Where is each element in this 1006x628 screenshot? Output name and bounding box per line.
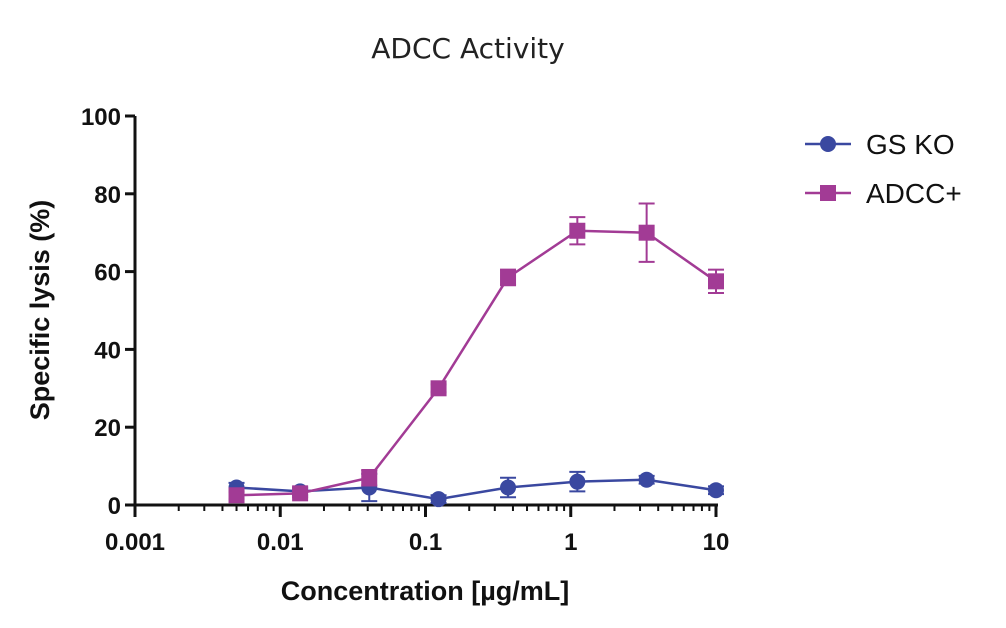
data-point	[638, 471, 655, 488]
legend-marker	[820, 185, 836, 201]
series-adcc-	[228, 202, 724, 504]
data-point	[569, 473, 586, 490]
y-tick-label: 40	[94, 337, 121, 364]
y-tick-label: 80	[94, 182, 121, 209]
data-point	[569, 222, 586, 239]
data-point	[500, 479, 517, 496]
x-tick-label: 10	[703, 529, 730, 556]
x-axis-label: Concentration [µg/mL]	[281, 576, 570, 606]
data-point	[361, 469, 378, 486]
legend-item: ADCC+	[805, 178, 962, 209]
data-point	[430, 380, 447, 397]
legend: GS KO ADCC+	[805, 129, 962, 209]
y-axis-label: Specific lysis (%)	[25, 200, 55, 421]
data-point	[638, 224, 655, 241]
y-tick-label: 100	[81, 104, 121, 131]
x-tick-label: 0.1	[409, 529, 442, 556]
data-point	[500, 269, 517, 286]
legend-item: GS KO	[805, 129, 955, 160]
y-tick-label: 20	[94, 415, 121, 442]
legend-label: GS KO	[866, 129, 955, 160]
data-point	[430, 491, 447, 508]
x-tick-label: 0.01	[257, 529, 304, 556]
axes: 0 20 40 60 80 100 0.001 0.01 0.1 1 10	[81, 104, 729, 556]
x-tick-label: 1	[564, 529, 577, 556]
data-point	[708, 482, 724, 499]
plot-area	[228, 202, 724, 508]
y-tick-label: 60	[94, 260, 121, 287]
legend-label: ADCC+	[866, 178, 962, 209]
series-line	[236, 229, 717, 497]
x-tick-label: 0.001	[105, 529, 165, 556]
data-point	[228, 487, 245, 504]
data-point	[708, 273, 724, 290]
chart-title: ADCC Activity	[371, 32, 564, 65]
legend-marker	[820, 136, 836, 152]
y-tick-label: 0	[108, 493, 121, 520]
data-point	[292, 485, 309, 502]
